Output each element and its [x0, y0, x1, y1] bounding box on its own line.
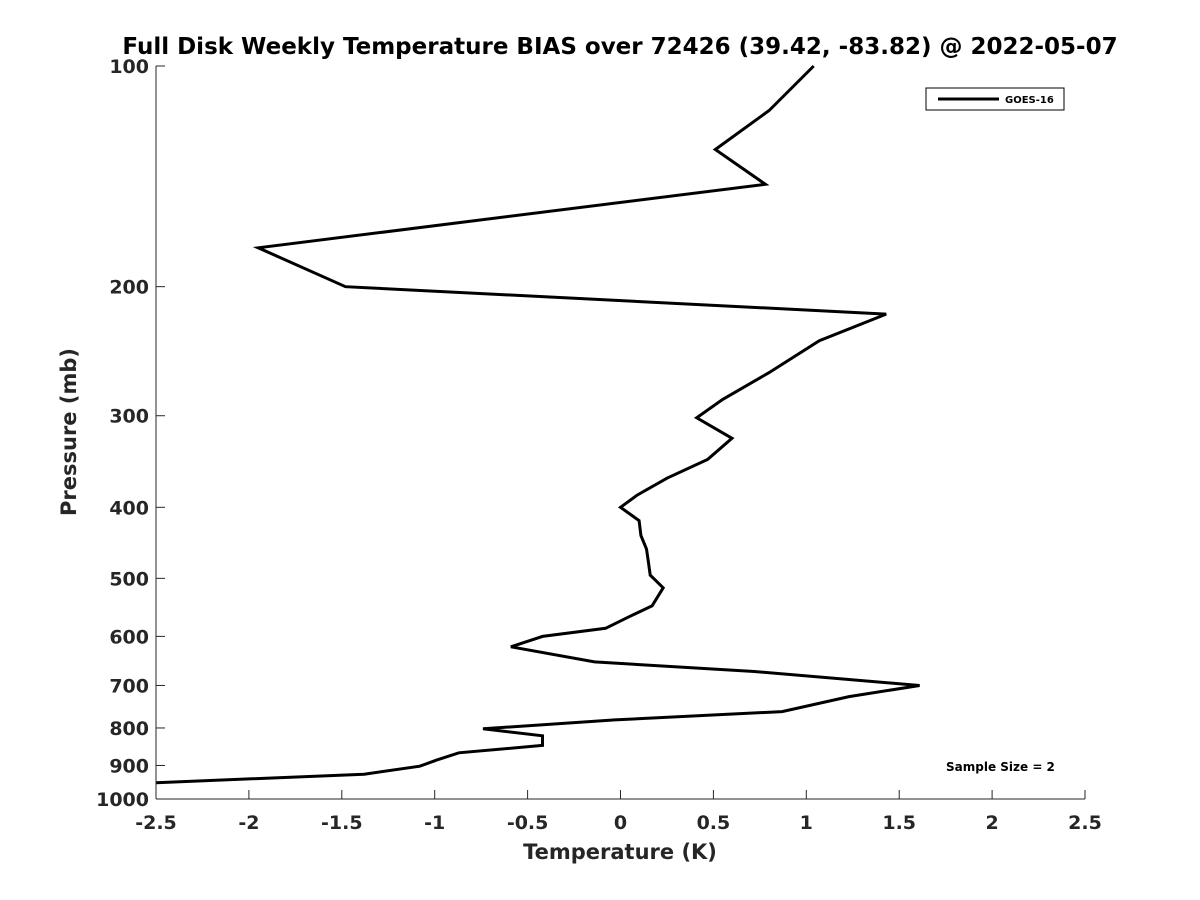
y-tick-label: 400 — [109, 497, 149, 519]
series-line-goes-16 — [155, 64, 920, 785]
x-axis-label: Temperature (K) — [523, 840, 717, 864]
y-tick-label: 100 — [109, 56, 149, 78]
x-tick-label: -1 — [424, 812, 445, 834]
x-tick-label: 2.5 — [1068, 812, 1102, 834]
x-tick-label: 1.5 — [882, 812, 916, 834]
y-tick-label: 800 — [109, 718, 149, 740]
y-tick-label: 200 — [109, 277, 149, 299]
x-tick-label: -2 — [238, 812, 259, 834]
y-tick-label: 600 — [109, 626, 149, 648]
y-ticks: 100 200 300 400 500 600 700 800 900 1000 — [96, 56, 165, 811]
legend: GOES-16 — [925, 87, 1065, 111]
x-tick-label: 0 — [614, 812, 627, 834]
y-tick-label: 1000 — [96, 789, 149, 811]
x-tick-label: -2.5 — [135, 812, 177, 834]
y-tick-label: 700 — [109, 675, 149, 697]
x-tick-label: 2 — [985, 812, 998, 834]
sample-size-annotation: Sample Size = 2 — [946, 760, 1055, 774]
y-tick-label: 300 — [109, 406, 149, 428]
x-tick-label: -1.5 — [321, 812, 363, 834]
axes-box — [156, 66, 1085, 799]
y-axis-label: Pressure (mb) — [57, 348, 81, 516]
plot-area — [155, 64, 1085, 800]
x-tick-label: -0.5 — [507, 812, 549, 834]
x-tick-label: 0.5 — [697, 812, 731, 834]
x-tick-label: 1 — [800, 812, 813, 834]
x-ticks: -2.5 -2 -1.5 -1 -0.5 0 0.5 1 1.5 2 2.5 — [135, 790, 1102, 834]
legend-label-goes-16: GOES-16 — [1005, 95, 1054, 106]
chart-title: Full Disk Weekly Temperature BIAS over 7… — [122, 34, 1117, 60]
y-tick-label: 900 — [109, 755, 149, 777]
y-tick-label: 500 — [109, 568, 149, 590]
